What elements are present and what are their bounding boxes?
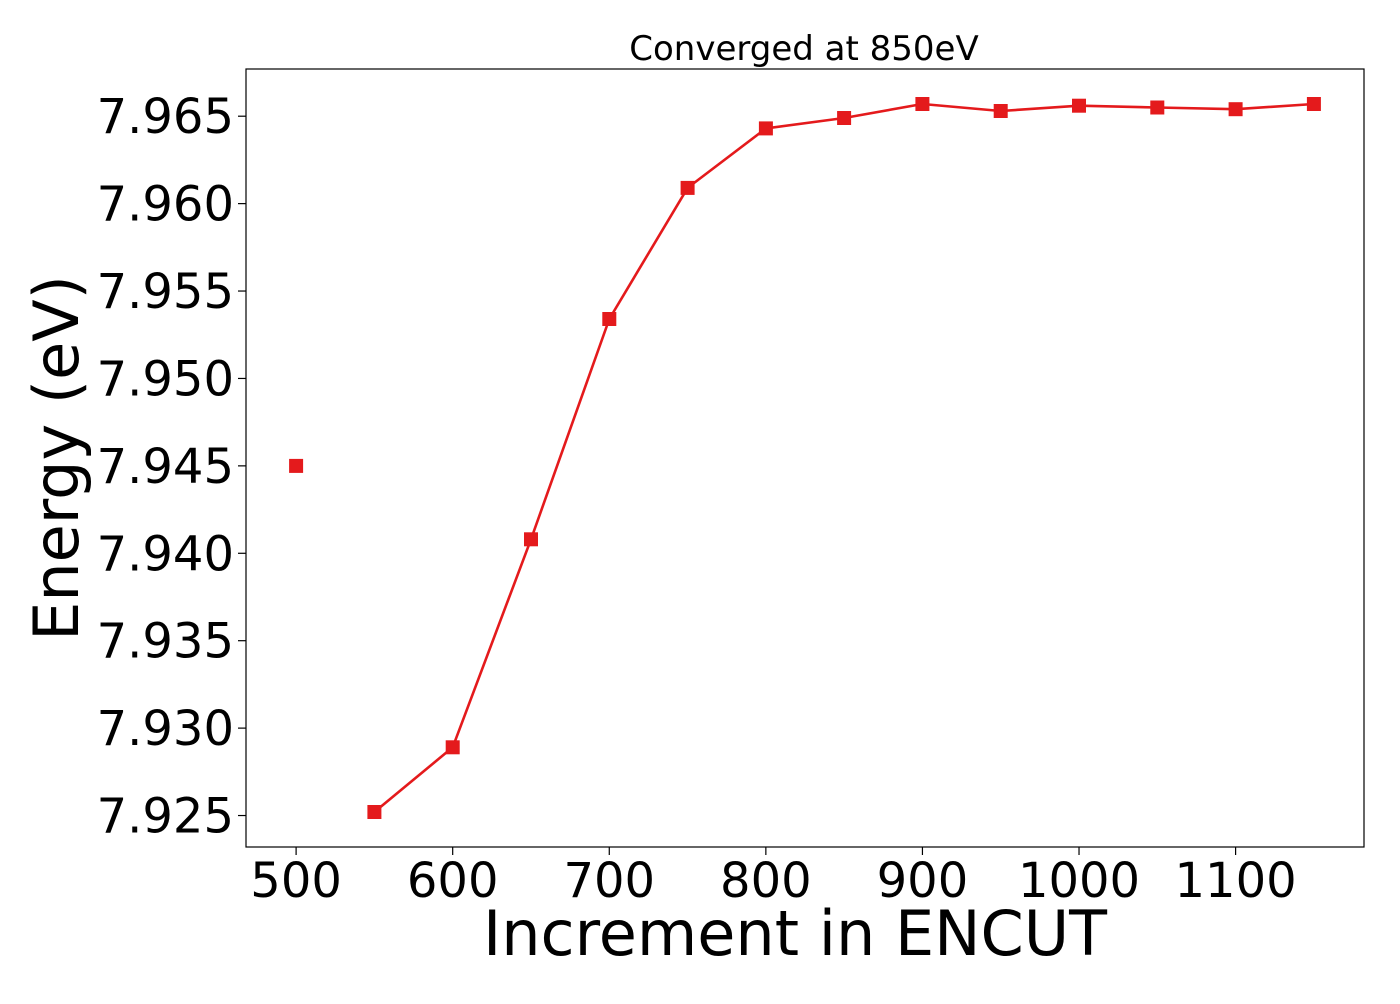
series-line xyxy=(373,102,1314,814)
data-point-marker xyxy=(680,180,695,195)
data-point-marker xyxy=(758,121,773,136)
x-tick-label: 800 xyxy=(720,853,812,909)
data-point-marker xyxy=(1228,102,1243,117)
y-tick-label: 7.950 xyxy=(97,351,234,407)
data-point-marker xyxy=(1072,98,1086,113)
data-point-marker xyxy=(367,805,382,819)
x-axis-label: Increment in ENCUT xyxy=(483,897,1108,970)
x-tick-label: 900 xyxy=(877,853,969,909)
y-tick-label: 7.940 xyxy=(97,526,234,582)
y-tick-label: 7.955 xyxy=(97,264,234,320)
y-tick-label: 7.960 xyxy=(97,177,234,233)
y-tick-label: 7.935 xyxy=(97,614,234,670)
x-tick-label: 700 xyxy=(563,853,655,909)
data-point-marker xyxy=(524,532,538,547)
series-layer xyxy=(289,97,1321,819)
y-tick-label: 7.925 xyxy=(97,789,234,845)
data-point-marker xyxy=(1306,97,1321,111)
y-tick-label: 7.945 xyxy=(97,439,234,495)
data-point-marker xyxy=(993,104,1008,118)
x-tick-label: 500 xyxy=(250,853,342,909)
x-tick-label: 1100 xyxy=(1175,853,1297,909)
y-tick-label: 7.965 xyxy=(97,89,234,145)
x-axis-ticks: 500 600 700 800 900 1000 1100 xyxy=(250,847,1297,909)
data-point-marker xyxy=(445,740,460,755)
data-point-marker xyxy=(837,111,852,125)
x-tick-label: 600 xyxy=(407,853,499,909)
data-point-marker xyxy=(289,458,304,473)
y-tick-label: 7.930 xyxy=(97,701,234,757)
data-point-marker xyxy=(915,97,930,111)
data-point-marker xyxy=(602,312,617,326)
data-point-marker xyxy=(1150,100,1165,115)
chart-title: Converged at 850eV xyxy=(629,29,978,69)
y-axis-label: Energy (eV) xyxy=(20,275,93,641)
y-axis-ticks: 7.925 7.930 7.935 7.940 7.945 7.950 7.955 7.960… xyxy=(97,89,246,845)
plot-area-frame xyxy=(245,68,1365,848)
x-tick-label: 1000 xyxy=(1018,853,1140,909)
